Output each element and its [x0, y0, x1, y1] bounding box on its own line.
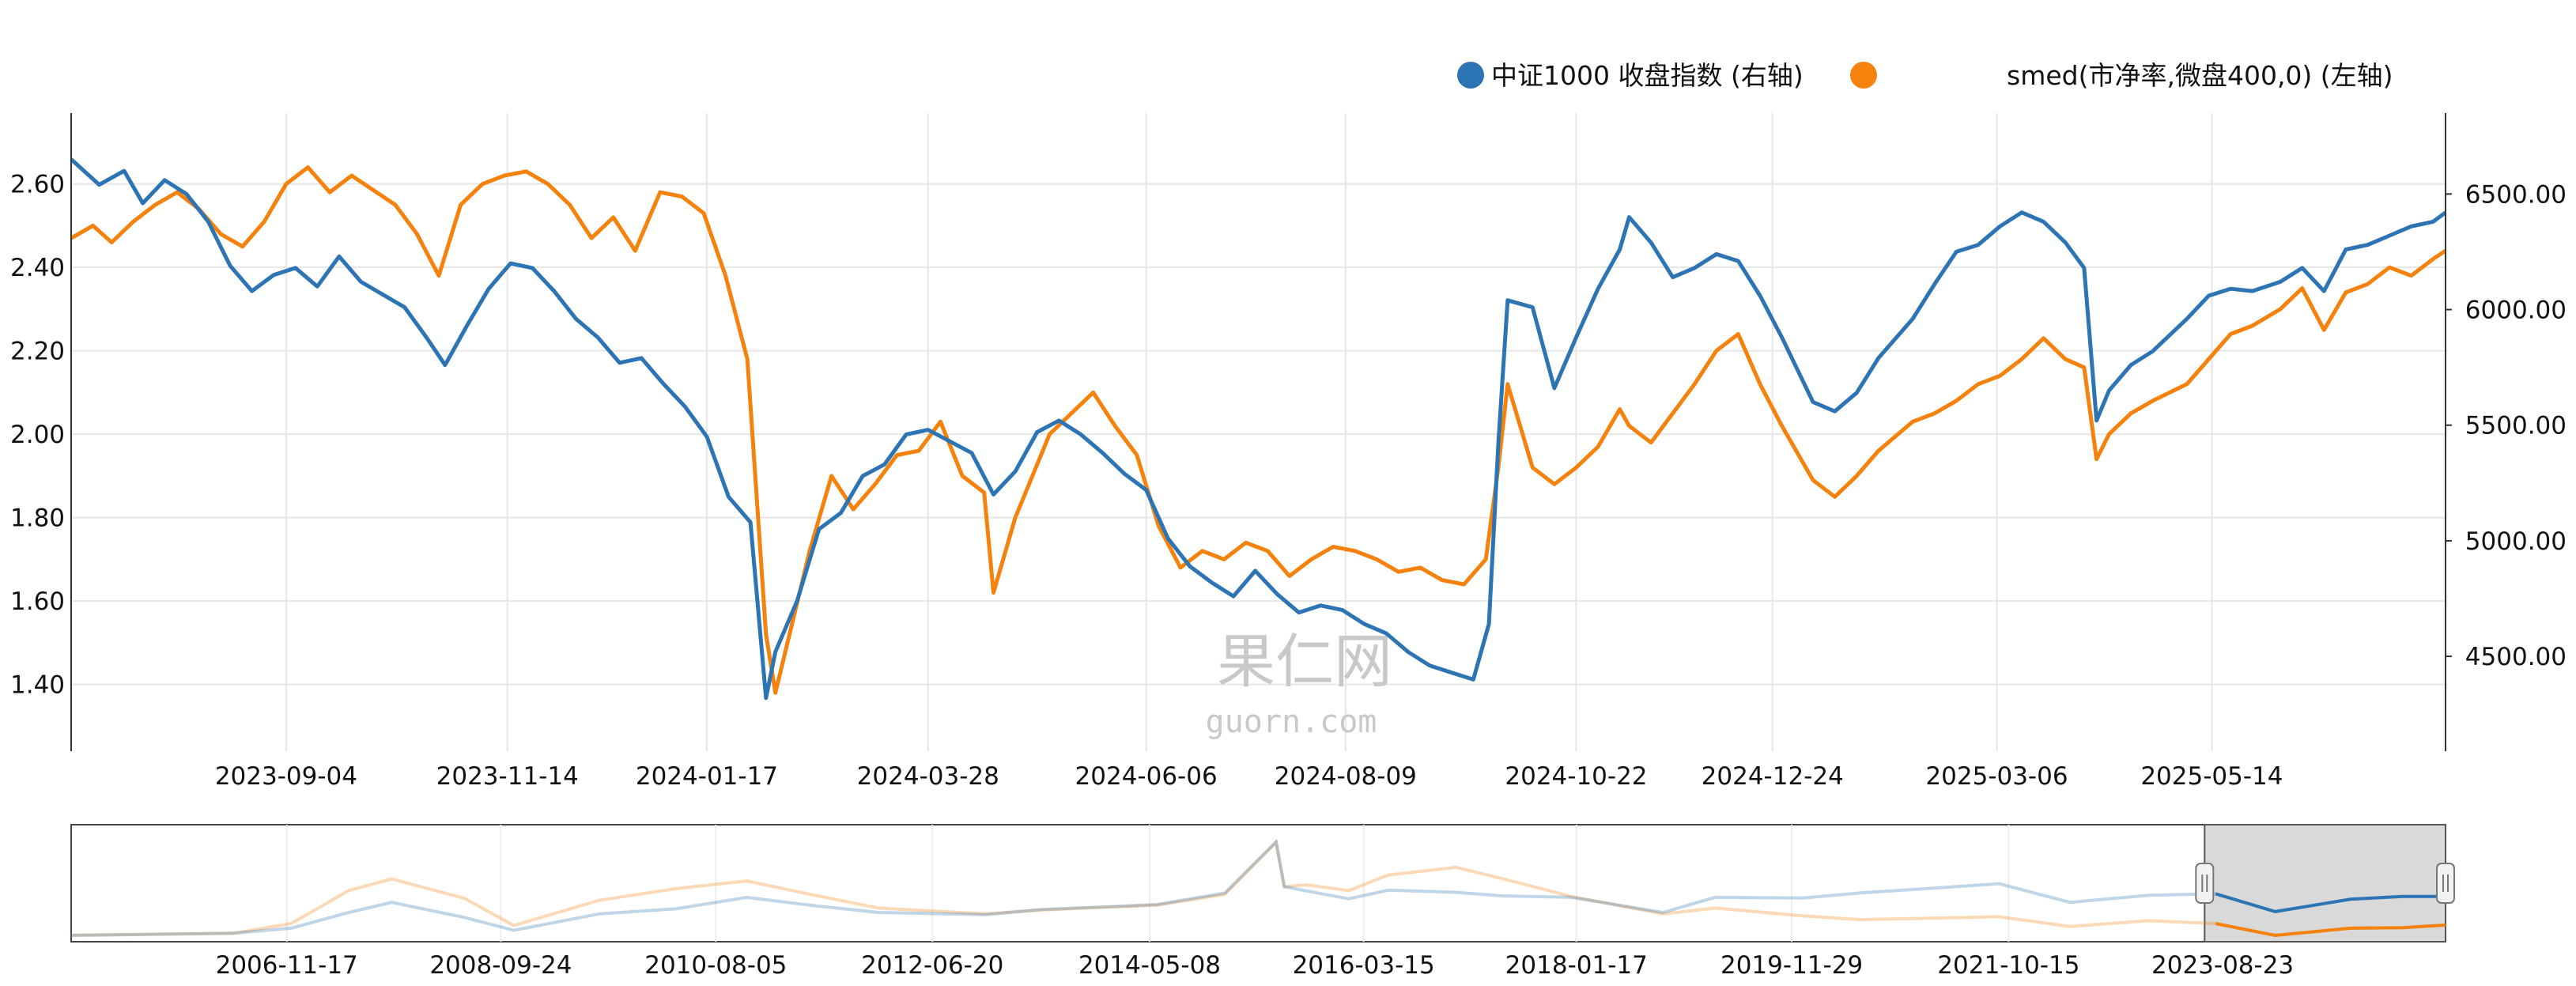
- y-right-tick-label: 6500.00: [2465, 180, 2567, 209]
- navigator-frame: [70, 824, 2446, 943]
- series-line-right[interactable]: [70, 157, 2447, 701]
- y-right-tick-label: 5000.00: [2465, 527, 2567, 556]
- navigator-tick-label: 2012-06-20: [861, 951, 1003, 980]
- navigator: 2006-11-17 2008-09-24 2010-08-05 2012-06-20…: [70, 824, 2455, 980]
- x-tick-label: 2025-03-06: [1925, 762, 2068, 791]
- x-tick-label: 2024-10-22: [1505, 762, 1647, 791]
- x-tick-label: 2024-08-09: [1275, 762, 1417, 791]
- y-right-tick-label: 4500.00: [2465, 643, 2567, 671]
- legend: 中证1000 收盘指数 (右轴) smed(市净率,微盘400,0) (左轴): [1457, 60, 2393, 91]
- navigator-tick-label: 2016-03-15: [1293, 951, 1435, 980]
- y-left-tick-label: 1.60: [10, 587, 65, 616]
- y-left-tick-label: 1.40: [10, 671, 65, 700]
- y-left-tick-label: 2.20: [10, 338, 65, 366]
- navigator-selected-line: [2215, 892, 2446, 913]
- navigator-tick-label: 2018-01-17: [1505, 951, 1648, 980]
- y-left-tick-label: 2.60: [10, 171, 65, 199]
- navigator-series-line: [70, 838, 2446, 938]
- series-line-left[interactable]: [70, 165, 2447, 695]
- legend-item-0[interactable]: 中证1000 收盘指数 (右轴): [1457, 60, 1804, 91]
- navigator-tick-label: 2023-08-23: [2151, 951, 2294, 980]
- main-series: [70, 157, 2447, 701]
- watermark: 果仁网 guorn.com: [1206, 628, 1392, 740]
- navigator-right-handle[interactable]: [2436, 863, 2455, 904]
- navigator-tick-label: 2019-11-29: [1720, 951, 1863, 980]
- legend-swatch: [1457, 62, 1484, 89]
- y-left-tick-label: 2.00: [10, 421, 65, 449]
- watermark-latin: guorn.com: [1206, 704, 1377, 740]
- legend-item-1[interactable]: smed(市净率,微盘400,0) (左轴): [1850, 60, 2393, 91]
- legend-label: 中证1000 收盘指数 (右轴): [1491, 60, 1804, 91]
- main-axes: 1.40 1.60 1.80 2.00 2.20 2.40 2.60 4500.00 5000.…: [10, 113, 2567, 791]
- navigator-selected-line: [2215, 922, 2446, 938]
- legend-label: smed(市净率,微盘400,0) (左轴): [2007, 60, 2393, 91]
- y-right-tick-label: 6000.00: [2465, 297, 2567, 325]
- y-left-tick-label: 2.40: [10, 254, 65, 282]
- x-tick-label: 2024-06-06: [1075, 762, 1218, 791]
- x-tick-label: 2025-05-14: [2140, 762, 2283, 791]
- x-tick-label: 2023-11-14: [436, 762, 579, 791]
- x-tick-label: 2024-12-24: [1702, 762, 1844, 791]
- navigator-series-line: [70, 838, 2446, 937]
- navigator-tick-label: 2008-09-24: [429, 951, 572, 980]
- navigator-tick-label: 2014-05-08: [1078, 951, 1221, 980]
- x-tick-label: 2023-09-04: [215, 762, 357, 791]
- navigator-tick-label: 2010-08-05: [644, 951, 787, 980]
- navigator-selection[interactable]: [2204, 824, 2447, 943]
- x-tick-label: 2024-01-17: [636, 762, 778, 791]
- legend-swatch: [1850, 62, 1877, 89]
- watermark-chinese: 果仁网: [1217, 628, 1392, 696]
- x-tick-label: 2024-03-28: [857, 762, 999, 791]
- y-right-tick-label: 5500.00: [2465, 412, 2567, 440]
- main-grid: [71, 113, 2446, 751]
- navigator-tick-label: 2006-11-17: [216, 951, 358, 980]
- navigator-left-handle[interactable]: [2195, 863, 2215, 904]
- y-left-tick-label: 1.80: [10, 504, 65, 533]
- navigator-tick-label: 2021-10-15: [1937, 951, 2079, 980]
